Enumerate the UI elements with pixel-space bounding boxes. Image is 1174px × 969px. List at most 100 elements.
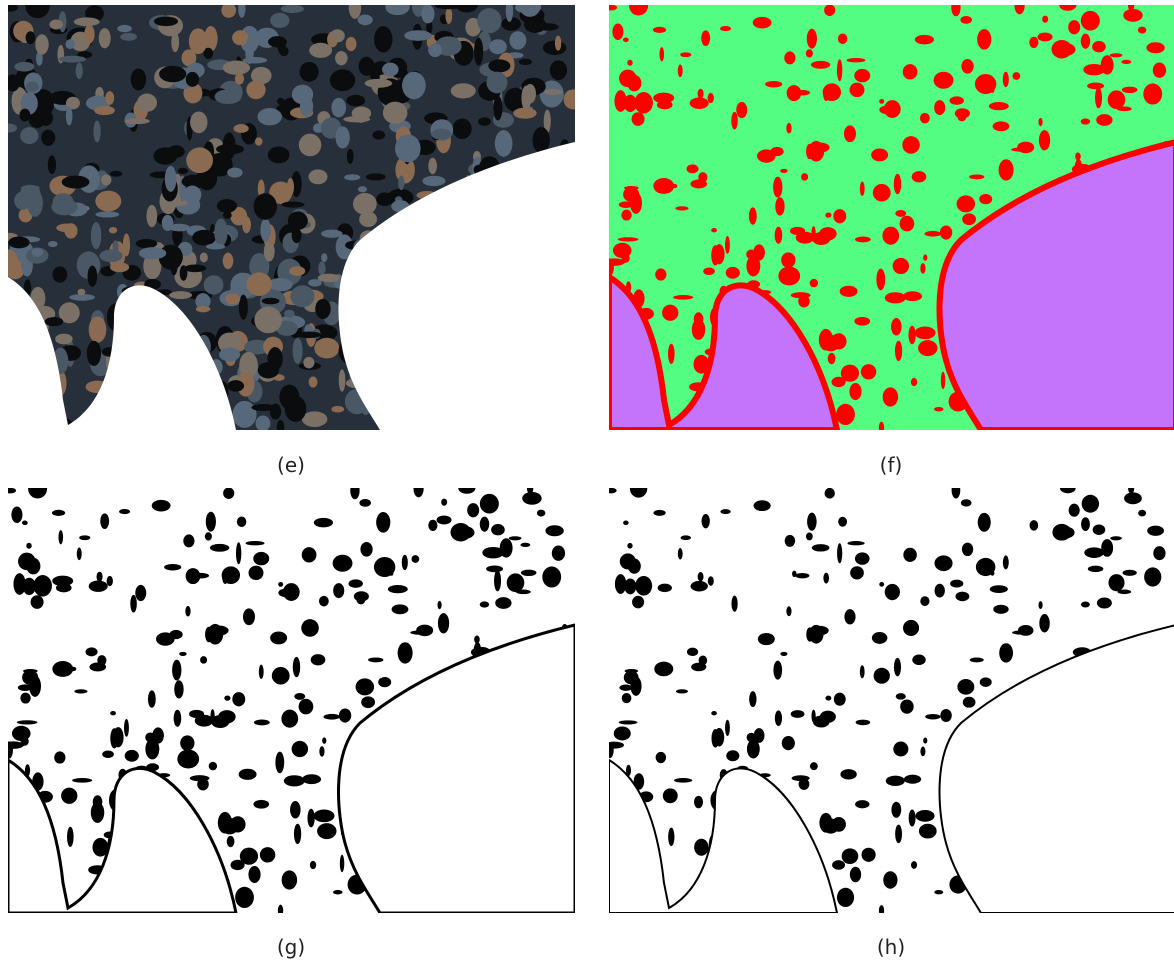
blob [621, 210, 631, 221]
blob [934, 100, 945, 115]
blob [627, 75, 641, 92]
blob [253, 800, 269, 809]
blob [775, 197, 784, 215]
blob [550, 60, 567, 80]
blob [39, 110, 53, 126]
blob [749, 691, 756, 707]
blob [849, 383, 861, 400]
blob [513, 108, 536, 119]
blob [920, 596, 929, 606]
blob [321, 230, 343, 238]
blob [196, 306, 211, 312]
blob [1084, 547, 1104, 558]
blob [93, 121, 100, 143]
blob [507, 573, 525, 592]
blob [807, 513, 816, 531]
blob [622, 254, 630, 263]
blob [663, 788, 678, 803]
blob [302, 774, 321, 784]
blob [1055, 43, 1076, 56]
blob [222, 566, 240, 584]
blob [891, 318, 902, 336]
blob [284, 775, 305, 786]
panel-image [603, 0, 1174, 436]
blob [89, 316, 107, 342]
blob [8, 236, 29, 248]
blob [1092, 41, 1106, 52]
blob [676, 689, 688, 693]
blob [243, 608, 255, 625]
blob [656, 752, 666, 763]
blob [197, 778, 209, 790]
blob [164, 564, 181, 570]
blob [708, 576, 714, 586]
blob [725, 236, 730, 254]
blob [136, 239, 157, 248]
blob [668, 828, 674, 847]
blob [653, 178, 674, 194]
blob [837, 59, 842, 81]
blob [235, 73, 244, 85]
blob [489, 39, 507, 54]
blob [477, 8, 501, 33]
blob [736, 102, 747, 118]
blob [915, 327, 936, 340]
blob [3, 4, 18, 12]
blob [1147, 526, 1164, 536]
blob [754, 500, 771, 511]
blob [854, 69, 870, 82]
blob [99, 28, 111, 48]
blob [195, 715, 214, 727]
blob [79, 535, 90, 540]
blob [854, 317, 870, 326]
blob [299, 134, 322, 157]
blob [786, 123, 791, 134]
blob [152, 500, 171, 512]
blob [91, 222, 101, 249]
blob [1038, 32, 1053, 41]
blob [896, 693, 906, 699]
blob [64, 223, 77, 238]
blob [537, 510, 545, 517]
blob [855, 800, 869, 808]
blob [552, 546, 565, 561]
blob [215, 89, 242, 104]
blob [770, 147, 783, 156]
blob [100, 250, 123, 263]
blob [323, 714, 340, 720]
blob [300, 96, 313, 117]
blob [26, 558, 40, 575]
blob [806, 533, 813, 541]
blob [919, 824, 937, 839]
blob [245, 37, 254, 64]
blob [1068, 20, 1080, 34]
blob [904, 775, 921, 784]
blob [678, 65, 683, 78]
blob [411, 555, 419, 563]
blob [993, 605, 1008, 614]
blob [289, 266, 305, 276]
blob [605, 742, 624, 749]
blob [957, 113, 966, 121]
blob [787, 85, 802, 101]
blob [882, 227, 899, 245]
blob [690, 97, 709, 108]
blob [480, 517, 490, 532]
blob [796, 232, 815, 244]
blob [95, 191, 121, 212]
panel-caption: (e) [277, 453, 305, 477]
blob [422, 176, 445, 186]
blob [336, 126, 350, 148]
blob [165, 166, 177, 192]
blob [630, 192, 642, 213]
blob [486, 565, 503, 572]
blob [632, 596, 644, 609]
blob [1003, 72, 1009, 87]
blob [668, 344, 675, 364]
blob [692, 319, 706, 340]
blob [1038, 601, 1042, 609]
blob [1081, 602, 1090, 608]
blob [14, 62, 34, 72]
blob [255, 137, 263, 145]
blob [1128, 483, 1134, 493]
